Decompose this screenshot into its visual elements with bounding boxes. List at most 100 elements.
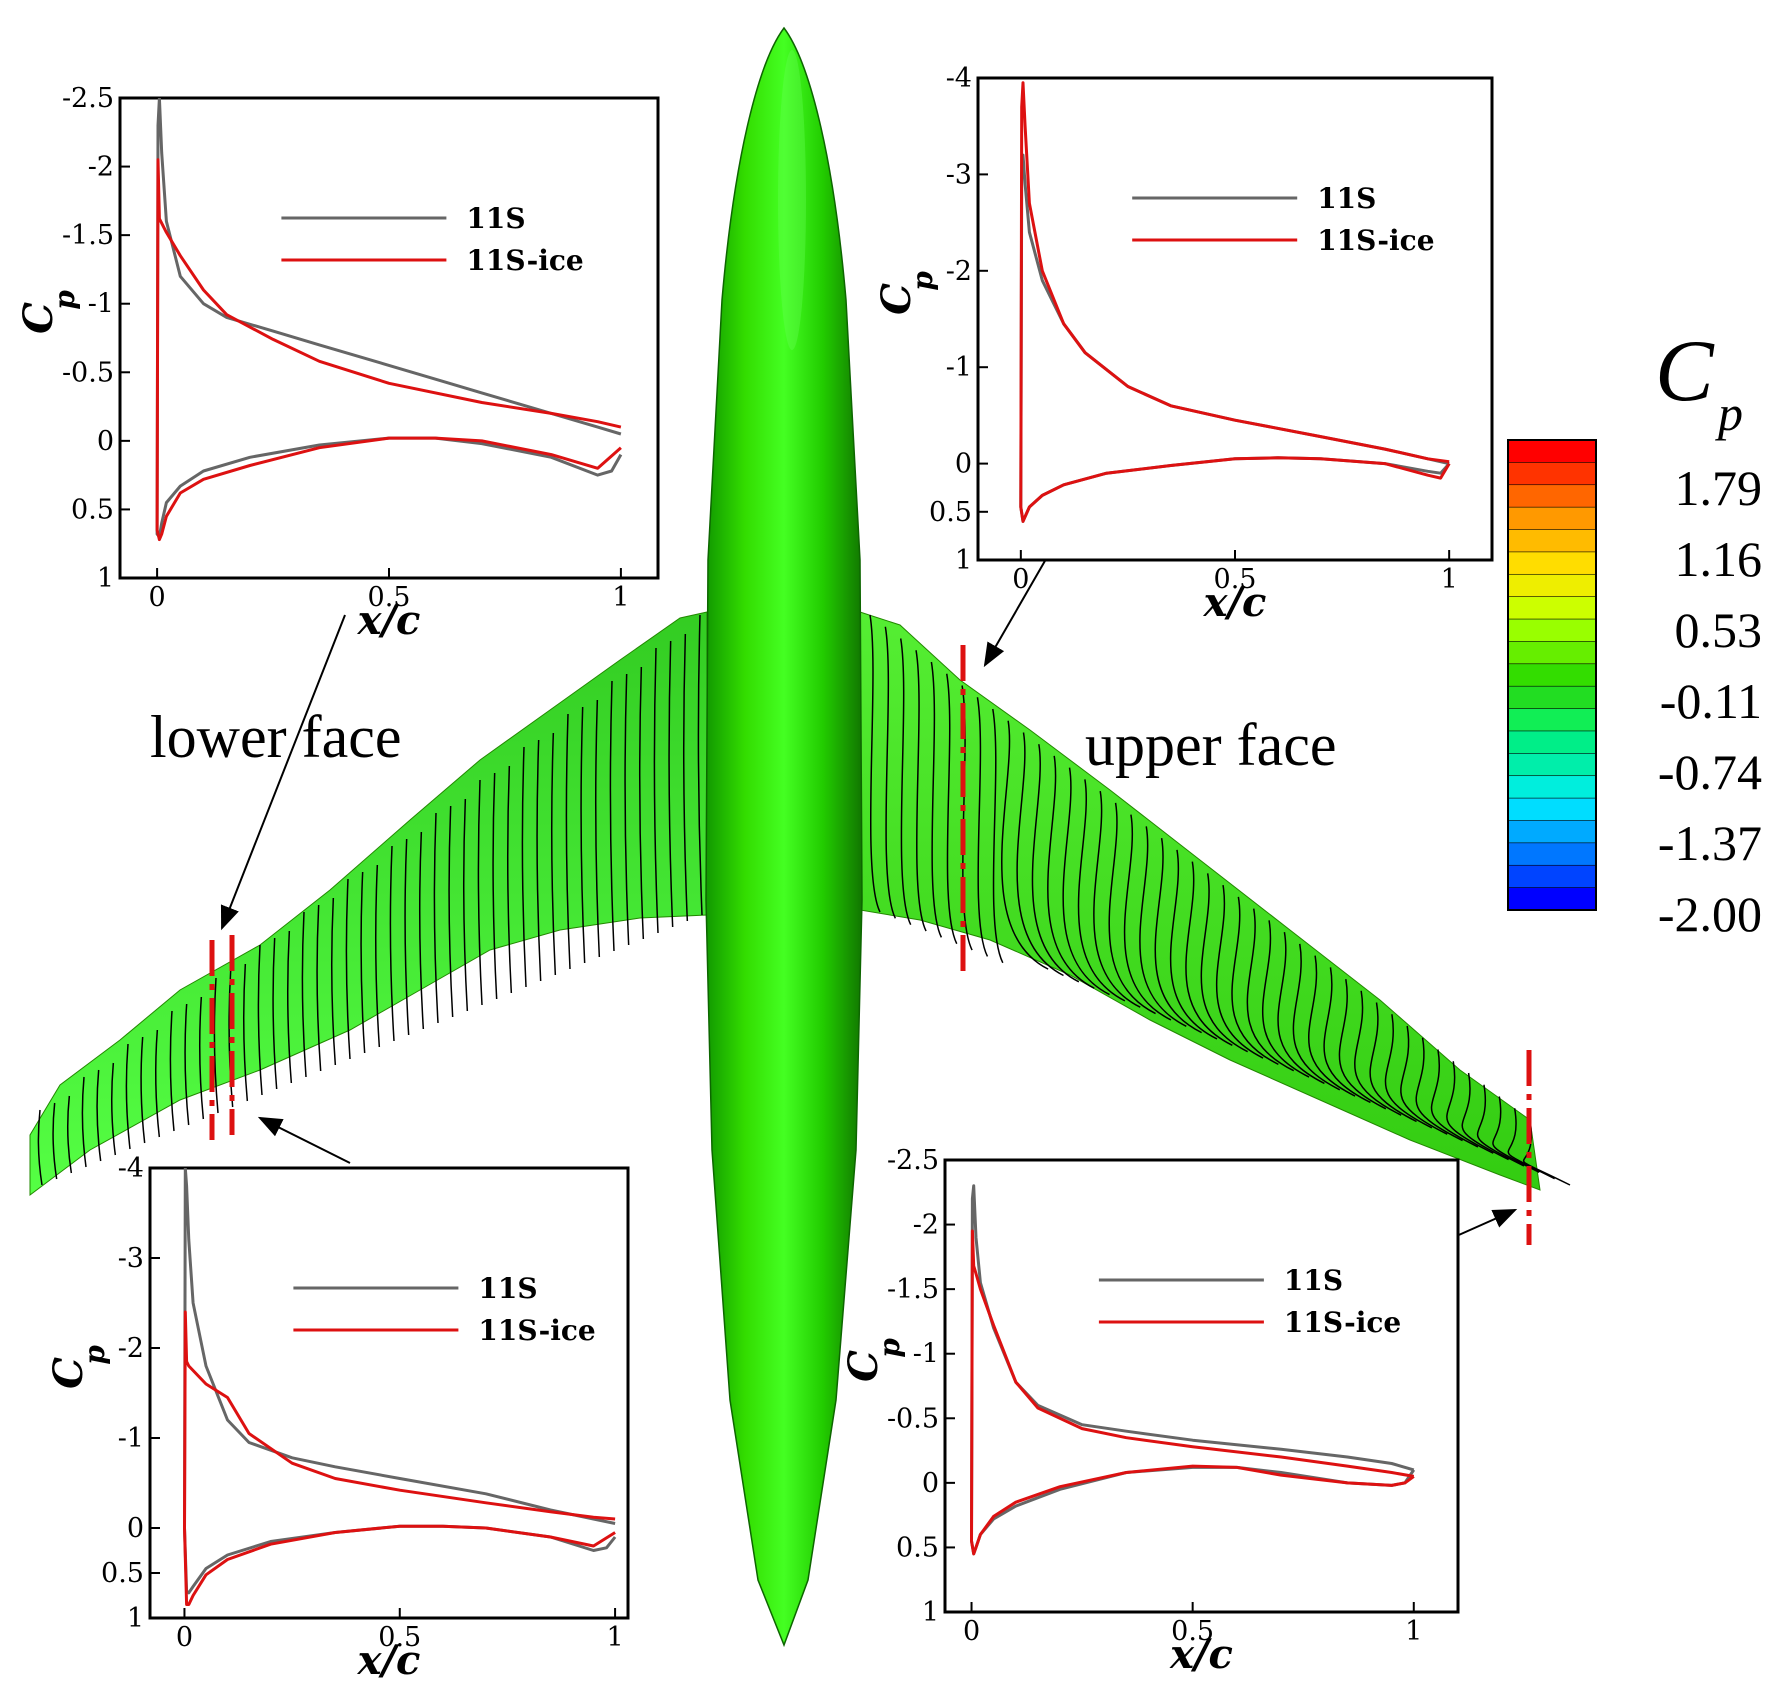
streamline <box>1001 720 1049 970</box>
streamline <box>1016 732 1064 977</box>
streamline <box>1031 744 1080 983</box>
streamline <box>594 699 601 958</box>
colorbar-label: -1.37 <box>1658 815 1762 871</box>
streamline <box>992 708 1004 964</box>
streamline <box>1139 826 1187 1027</box>
colorbar-swatch <box>1507 708 1597 732</box>
x-tick-label: 0 <box>176 1622 193 1653</box>
streamline <box>1062 767 1110 996</box>
y-axis-label-subscript: p <box>78 1345 111 1365</box>
y-tick-label: -0.5 <box>887 1403 939 1434</box>
streamline <box>1216 884 1264 1059</box>
streamline <box>1307 955 1356 1097</box>
legend-label: 11S <box>1317 182 1376 215</box>
y-tick-label: -2 <box>118 1333 144 1364</box>
y-tick-label: -2 <box>946 256 972 287</box>
streamline <box>1476 1084 1525 1167</box>
y-tick-label: 0.5 <box>929 497 972 528</box>
streamline <box>946 673 958 945</box>
x-tick-label: 1 <box>1441 564 1458 595</box>
colorbar-title-subscript: p <box>1715 385 1743 441</box>
streamline <box>682 633 689 922</box>
streamline <box>976 697 989 957</box>
streamline <box>1108 802 1156 1015</box>
y-tick-label: 0 <box>127 1513 144 1544</box>
colorbar-swatch <box>1507 506 1597 531</box>
colorbar-label: 1.16 <box>1675 531 1763 587</box>
streamline <box>1415 1037 1463 1142</box>
streamline <box>609 680 615 952</box>
colorbar-label: -0.11 <box>1660 673 1762 729</box>
streamline <box>169 1010 175 1132</box>
legend-label: 11S-ice <box>1284 1306 1401 1339</box>
fuselage-highlight <box>778 50 806 350</box>
streamline <box>536 739 542 982</box>
streamline <box>1047 755 1095 989</box>
legend-label: 11S-ice <box>466 244 583 277</box>
y-tick-label: 1 <box>97 563 114 594</box>
streamline <box>360 871 366 1054</box>
series-line-11s-ice <box>1019 81 1451 523</box>
y-axis-label: C <box>45 1357 92 1389</box>
pointer-arrow-bottom-left <box>257 1116 351 1164</box>
colorbar-swatch <box>1507 887 1597 911</box>
colorbar-swatch <box>1507 842 1597 867</box>
cp-plot-top-right: 0 0.5 1 -4 -3 -2 -1 0 0.5 1 x/c Cp 11S 11S-ice <box>873 63 1494 626</box>
streamline <box>1093 791 1141 1008</box>
y-axis-label-subscript: p <box>906 271 939 291</box>
streamline <box>67 1095 73 1174</box>
streamline <box>257 944 263 1096</box>
y-axis-label: C <box>840 1350 887 1382</box>
streamline <box>1154 838 1202 1034</box>
streamline <box>1169 849 1218 1040</box>
x-tick-label: 1 <box>606 1622 623 1653</box>
x-tick-label: 1 <box>1405 1616 1422 1647</box>
x-tick-label: 0 <box>149 582 166 613</box>
y-axis-label-subscript: p <box>48 290 81 310</box>
colorbar-swatch <box>1507 462 1597 486</box>
colorbar-swatch <box>1507 573 1597 598</box>
y-tick-label: 0.5 <box>101 1558 144 1589</box>
colorbar-swatch <box>1507 596 1597 620</box>
right-wing-surface <box>859 611 1541 1191</box>
streamline <box>345 878 351 1060</box>
streamline <box>1492 1096 1540 1173</box>
streamline <box>580 706 586 964</box>
cp-plot-bottom-left: 0 0.5 1 -4 -3 -2 -1 0 0.5 1 x/c Cp 11S 11S-ice <box>45 1153 630 1684</box>
streamline <box>198 996 205 1120</box>
y-tick-label: -1 <box>946 352 972 383</box>
series-line-11s-ice <box>970 1229 1415 1556</box>
series-line-11s-ice <box>155 158 622 542</box>
x-tick-label: 0 <box>1012 564 1029 595</box>
y-tick-label: -1 <box>913 1339 939 1370</box>
y-axis-label-subscript: p <box>873 1338 906 1358</box>
x-axis-label: x/c <box>357 597 421 644</box>
streamline <box>1200 873 1249 1053</box>
y-tick-label: 0 <box>922 1468 939 1499</box>
colorbar-swatch <box>1507 439 1597 464</box>
legend-label: 11S <box>1284 1264 1343 1297</box>
streamline <box>1262 920 1310 1078</box>
colorbar-swatch <box>1507 730 1597 755</box>
series-line-11s-ice <box>183 1310 616 1606</box>
colorbar-swatch <box>1507 775 1597 799</box>
streamline <box>286 930 293 1084</box>
streamline <box>374 864 381 1048</box>
y-axis-label: C <box>873 283 920 315</box>
x-tick-label: 0.5 <box>1214 564 1257 595</box>
streamline <box>565 713 571 970</box>
colorbar-swatch <box>1507 618 1597 643</box>
colorbar-swatch <box>1507 529 1597 553</box>
streamline <box>930 661 943 938</box>
streamline <box>653 647 659 934</box>
left-wing-surface <box>29 611 708 1196</box>
y-tick-label: 0 <box>97 426 114 457</box>
streamline <box>316 904 322 1072</box>
streamline <box>389 845 395 1042</box>
colorbar-swatch <box>1507 820 1597 844</box>
y-tick-label: -2.5 <box>887 1145 939 1176</box>
streamline <box>1430 1049 1479 1148</box>
streamline <box>1400 1025 1448 1135</box>
streamline <box>154 1029 161 1138</box>
